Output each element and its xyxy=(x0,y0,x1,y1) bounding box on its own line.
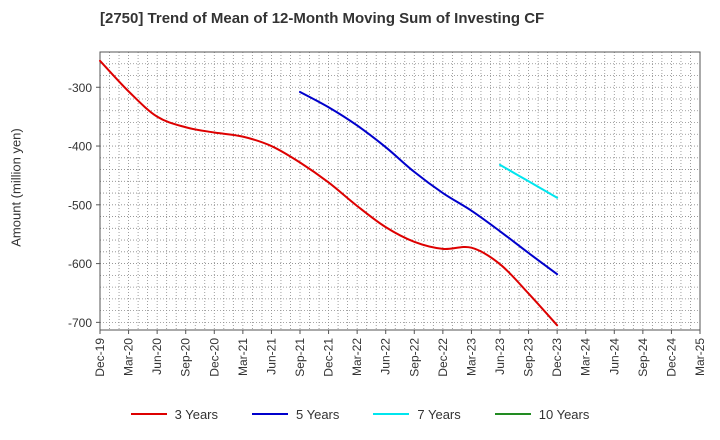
x-tick-label: Mar-25 xyxy=(693,338,707,376)
y-tick-label: -700 xyxy=(68,316,92,330)
legend-label-7-years: 7 Years xyxy=(417,406,461,422)
y-axis-label: Amount (million yen) xyxy=(8,128,24,247)
x-tick-label: Jun-21 xyxy=(264,338,278,375)
x-tick-label: Dec-20 xyxy=(207,338,221,377)
y-tick-label: -400 xyxy=(68,140,92,154)
legend-swatch-10-years xyxy=(494,413,531,415)
x-tick-label: Sep-23 xyxy=(522,338,536,377)
legend-label-5-years: 5 Years xyxy=(296,406,340,422)
x-tick-label: Mar-21 xyxy=(236,338,250,376)
x-tick-label: Mar-22 xyxy=(350,338,364,376)
y-tick-label: -300 xyxy=(68,81,92,95)
x-tick-label: Sep-20 xyxy=(179,338,193,377)
y-axis: -300 -400 -500 -600 -700 xyxy=(68,81,100,330)
chart-title: [2750] Trend of Mean of 12-Month Moving … xyxy=(100,10,545,27)
series-line-5-years xyxy=(299,90,559,276)
legend-item-7-years: 7 Years xyxy=(373,404,461,424)
x-tick-label: Dec-23 xyxy=(550,338,564,377)
x-tick-label: Sep-22 xyxy=(407,338,421,377)
legend-label-3-years: 3 Years xyxy=(174,406,218,422)
x-tick-label: Dec-19 xyxy=(93,338,107,377)
x-tick-label: Dec-24 xyxy=(664,338,678,377)
x-tick-label: Mar-24 xyxy=(579,338,593,376)
y-tick-label: -600 xyxy=(68,257,92,271)
x-tick-label: Mar-23 xyxy=(464,338,478,376)
x-tick-label: Sep-21 xyxy=(293,338,307,377)
x-tick-label: Dec-21 xyxy=(322,338,336,377)
legend-item-3-years: 3 Years xyxy=(130,404,218,424)
legend: 3 Years 5 Years 7 Years 10 Years xyxy=(0,404,720,424)
y-tick-label: -500 xyxy=(68,198,92,212)
series xyxy=(99,59,559,327)
grid xyxy=(100,52,700,330)
x-tick-label: Jun-20 xyxy=(150,338,164,375)
legend-item-5-years: 5 Years xyxy=(252,404,339,424)
x-tick-label: Jun-23 xyxy=(493,338,507,375)
x-tick-label: Jun-24 xyxy=(607,338,621,375)
legend-swatch-7-years xyxy=(373,413,410,415)
plot-frame xyxy=(99,51,701,331)
series-line-3-years xyxy=(99,59,559,327)
legend-label-10-years: 10 Years xyxy=(538,406,590,422)
x-tick-label: Jun-22 xyxy=(379,338,393,375)
x-axis: Dec-19 Mar-20 Jun-20 Sep-20 Dec-20 Mar-21 Jun-… xyxy=(93,330,707,377)
series-line-7-years xyxy=(499,163,559,199)
legend-swatch-5-years xyxy=(252,413,288,415)
legend-item-10-years: 10 Years xyxy=(494,404,590,424)
x-tick-label: Mar-20 xyxy=(122,338,136,376)
x-tick-label: Sep-24 xyxy=(636,338,650,377)
legend-swatch-3-years xyxy=(130,413,167,415)
x-tick-label: Dec-22 xyxy=(436,338,450,377)
